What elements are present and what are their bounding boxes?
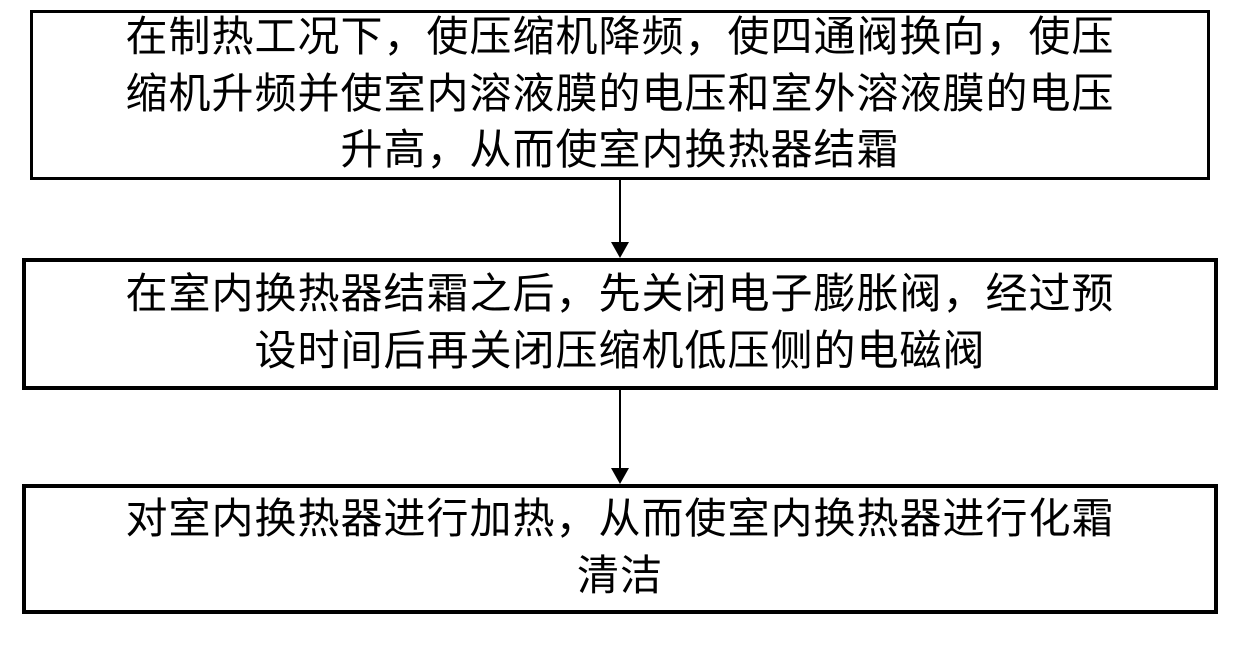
flowchart-canvas: 在制热工况下，使压缩机降频，使四通阀换向，使压 缩机升频并使室内溶液膜的电压和室… (0, 0, 1240, 653)
flowchart-arrow-2-line (619, 390, 621, 468)
flowchart-step-2-text: 在室内换热器结霜之后，先关闭电子膨胀阀，经过预 设时间后再关闭压缩机低压侧的电磁… (125, 267, 1114, 380)
flowchart-arrow-1-head-icon (611, 242, 629, 258)
flowchart-arrow-1-line (619, 180, 621, 242)
flowchart-step-3-text: 对室内换热器进行加热，从而使室内换热器进行化霜 清洁 (125, 492, 1114, 605)
flowchart-step-1-text: 在制热工况下，使压缩机降频，使四通阀换向，使压 缩机升频并使室内溶液膜的电压和室… (125, 10, 1114, 180)
flowchart-step-2: 在室内换热器结霜之后，先关闭电子膨胀阀，经过预 设时间后再关闭压缩机低压侧的电磁… (22, 258, 1218, 390)
flowchart-arrow-2-head-icon (611, 468, 629, 484)
flowchart-step-3: 对室内换热器进行加热，从而使室内换热器进行化霜 清洁 (22, 484, 1218, 614)
flowchart-step-1: 在制热工况下，使压缩机降频，使四通阀换向，使压 缩机升频并使室内溶液膜的电压和室… (30, 10, 1210, 180)
